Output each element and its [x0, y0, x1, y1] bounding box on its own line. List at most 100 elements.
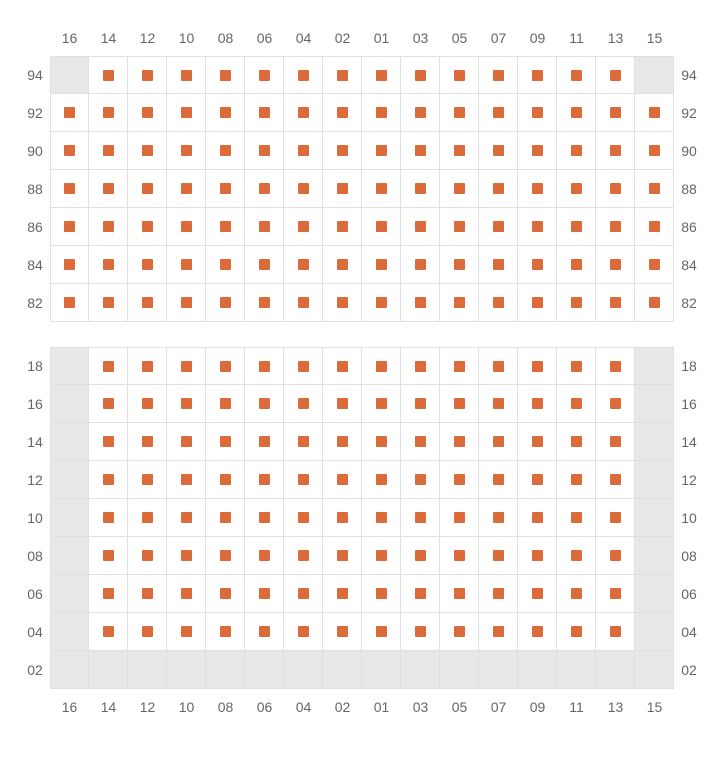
- seat[interactable]: [362, 246, 401, 284]
- seat[interactable]: [167, 385, 206, 423]
- seat[interactable]: [596, 132, 635, 170]
- seat[interactable]: [245, 537, 284, 575]
- seat[interactable]: [635, 246, 674, 284]
- seat[interactable]: [440, 246, 479, 284]
- seat[interactable]: [284, 208, 323, 246]
- seat[interactable]: [128, 423, 167, 461]
- seat[interactable]: [596, 537, 635, 575]
- seat[interactable]: [596, 170, 635, 208]
- seat[interactable]: [596, 423, 635, 461]
- seat[interactable]: [167, 246, 206, 284]
- seat[interactable]: [635, 94, 674, 132]
- seat[interactable]: [479, 284, 518, 322]
- seat[interactable]: [206, 208, 245, 246]
- seat[interactable]: [596, 347, 635, 385]
- seat[interactable]: [440, 499, 479, 537]
- seat[interactable]: [323, 208, 362, 246]
- seat[interactable]: [401, 385, 440, 423]
- seat[interactable]: [245, 284, 284, 322]
- seat[interactable]: [401, 575, 440, 613]
- seat[interactable]: [245, 613, 284, 651]
- seat[interactable]: [206, 461, 245, 499]
- seat[interactable]: [245, 208, 284, 246]
- seat[interactable]: [50, 246, 89, 284]
- seat[interactable]: [89, 423, 128, 461]
- seat[interactable]: [323, 575, 362, 613]
- seat[interactable]: [245, 575, 284, 613]
- seat[interactable]: [284, 170, 323, 208]
- seat[interactable]: [284, 575, 323, 613]
- seat[interactable]: [206, 284, 245, 322]
- seat[interactable]: [596, 94, 635, 132]
- seat[interactable]: [284, 537, 323, 575]
- seat[interactable]: [479, 246, 518, 284]
- seat[interactable]: [128, 347, 167, 385]
- seat[interactable]: [128, 537, 167, 575]
- seat[interactable]: [635, 208, 674, 246]
- seat[interactable]: [440, 385, 479, 423]
- seat[interactable]: [479, 56, 518, 94]
- seat[interactable]: [89, 56, 128, 94]
- seat[interactable]: [167, 94, 206, 132]
- seat[interactable]: [206, 170, 245, 208]
- seat[interactable]: [284, 613, 323, 651]
- seat[interactable]: [167, 499, 206, 537]
- seat[interactable]: [518, 94, 557, 132]
- seat[interactable]: [89, 246, 128, 284]
- seat[interactable]: [401, 170, 440, 208]
- seat[interactable]: [401, 347, 440, 385]
- seat[interactable]: [362, 499, 401, 537]
- seat[interactable]: [245, 56, 284, 94]
- seat[interactable]: [245, 94, 284, 132]
- seat[interactable]: [557, 284, 596, 322]
- seat[interactable]: [128, 284, 167, 322]
- seat[interactable]: [401, 284, 440, 322]
- seat[interactable]: [479, 132, 518, 170]
- seat[interactable]: [518, 461, 557, 499]
- seat[interactable]: [206, 347, 245, 385]
- seat[interactable]: [635, 170, 674, 208]
- seat[interactable]: [401, 423, 440, 461]
- seat[interactable]: [557, 132, 596, 170]
- seat[interactable]: [362, 613, 401, 651]
- seat[interactable]: [557, 56, 596, 94]
- seat[interactable]: [479, 537, 518, 575]
- seat[interactable]: [167, 537, 206, 575]
- seat[interactable]: [128, 56, 167, 94]
- seat[interactable]: [89, 347, 128, 385]
- seat[interactable]: [128, 461, 167, 499]
- seat[interactable]: [245, 499, 284, 537]
- seat[interactable]: [245, 170, 284, 208]
- seat[interactable]: [50, 132, 89, 170]
- seat[interactable]: [518, 246, 557, 284]
- seat[interactable]: [323, 94, 362, 132]
- seat[interactable]: [596, 284, 635, 322]
- seat[interactable]: [323, 347, 362, 385]
- seat[interactable]: [128, 613, 167, 651]
- seat[interactable]: [479, 613, 518, 651]
- seat[interactable]: [557, 347, 596, 385]
- seat[interactable]: [362, 170, 401, 208]
- seat[interactable]: [323, 537, 362, 575]
- seat[interactable]: [479, 170, 518, 208]
- seat[interactable]: [167, 423, 206, 461]
- seat[interactable]: [167, 347, 206, 385]
- seat[interactable]: [206, 499, 245, 537]
- seat[interactable]: [518, 170, 557, 208]
- seat[interactable]: [284, 423, 323, 461]
- seat[interactable]: [167, 208, 206, 246]
- seat[interactable]: [89, 132, 128, 170]
- seat[interactable]: [518, 423, 557, 461]
- seat[interactable]: [518, 208, 557, 246]
- seat[interactable]: [89, 537, 128, 575]
- seat[interactable]: [50, 208, 89, 246]
- seat[interactable]: [362, 347, 401, 385]
- seat[interactable]: [50, 170, 89, 208]
- seat[interactable]: [206, 613, 245, 651]
- seat[interactable]: [284, 461, 323, 499]
- seat[interactable]: [323, 461, 362, 499]
- seat[interactable]: [401, 246, 440, 284]
- seat[interactable]: [479, 499, 518, 537]
- seat[interactable]: [596, 56, 635, 94]
- seat[interactable]: [557, 385, 596, 423]
